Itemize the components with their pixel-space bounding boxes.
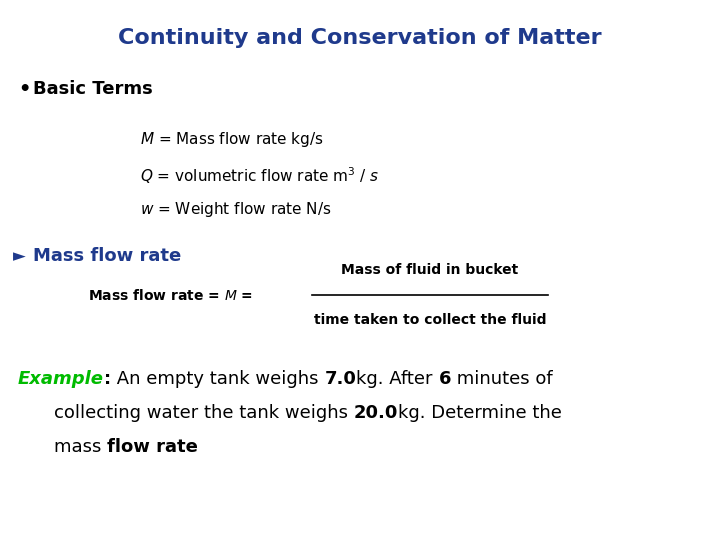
Text: Mass flow rate: Mass flow rate <box>33 247 181 265</box>
Text: :: : <box>104 370 111 388</box>
Text: kg. After: kg. After <box>356 370 438 388</box>
Text: 20.0: 20.0 <box>354 404 398 422</box>
Text: An empty tank weighs: An empty tank weighs <box>111 370 325 388</box>
Text: collecting water the tank weighs: collecting water the tank weighs <box>54 404 354 422</box>
Text: 6: 6 <box>438 370 451 388</box>
Text: Example: Example <box>18 370 104 388</box>
Text: Basic Terms: Basic Terms <box>33 80 153 98</box>
Text: •: • <box>18 80 30 99</box>
Text: $Q$ = volumetric flow rate m$^{3}$ / $s$: $Q$ = volumetric flow rate m$^{3}$ / $s$ <box>140 165 379 186</box>
Text: time taken to collect the fluid: time taken to collect the fluid <box>314 313 546 327</box>
Text: Mass of fluid in bucket: Mass of fluid in bucket <box>341 263 518 277</box>
Text: mass: mass <box>54 438 107 456</box>
Text: Mass flow rate = $M$ =: Mass flow rate = $M$ = <box>88 287 253 302</box>
Text: 7.0: 7.0 <box>325 370 356 388</box>
Text: ►: ► <box>13 247 26 265</box>
Text: kg. Determine the: kg. Determine the <box>398 404 562 422</box>
Text: $w$ = Weight flow rate N/s: $w$ = Weight flow rate N/s <box>140 200 332 219</box>
Text: flow rate: flow rate <box>107 438 198 456</box>
Text: $M$ = Mass flow rate kg/s: $M$ = Mass flow rate kg/s <box>140 130 324 149</box>
Text: minutes of: minutes of <box>451 370 553 388</box>
Text: Continuity and Conservation of Matter: Continuity and Conservation of Matter <box>118 28 602 48</box>
